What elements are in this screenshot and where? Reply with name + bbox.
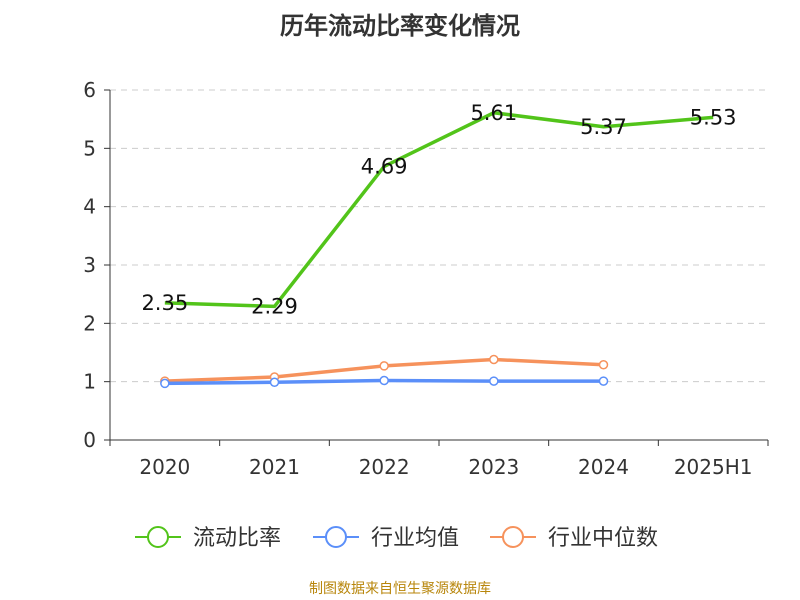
x-tick-label: 2023 bbox=[468, 455, 519, 479]
data-point bbox=[269, 377, 280, 387]
data-label: 4.69 bbox=[361, 154, 408, 178]
y-tick-label: 3 bbox=[83, 253, 96, 277]
legend-marker bbox=[325, 526, 347, 548]
x-tick-label: 2025H1 bbox=[674, 455, 753, 479]
data-label: 5.61 bbox=[470, 101, 517, 125]
data-point bbox=[489, 354, 499, 365]
x-tick-label: 2021 bbox=[249, 455, 300, 479]
series-line-0 bbox=[164, 111, 714, 309]
y-tick-label: 0 bbox=[83, 428, 96, 452]
y-tick-label: 6 bbox=[83, 78, 96, 102]
data-point bbox=[598, 376, 609, 386]
data-label: 5.53 bbox=[690, 105, 737, 129]
chart-title: 历年流动比率变化情况 bbox=[280, 12, 520, 40]
y-tick-label: 4 bbox=[83, 195, 96, 219]
data-point bbox=[379, 361, 389, 371]
y-tick-label: 5 bbox=[83, 136, 96, 160]
x-tick-label: 2024 bbox=[578, 455, 629, 479]
y-tick-label: 1 bbox=[83, 370, 96, 394]
legend-label: 行业均值 bbox=[371, 526, 459, 551]
legend-marker bbox=[502, 526, 524, 548]
data-point bbox=[379, 375, 389, 386]
data-point bbox=[489, 376, 499, 386]
data-label: 5.37 bbox=[580, 115, 627, 139]
data-label: 2.29 bbox=[251, 294, 298, 318]
x-tick-label: 2020 bbox=[139, 455, 190, 479]
data-label: 2.35 bbox=[141, 291, 188, 315]
source-note: 制图数据来自恒生聚源数据库 bbox=[309, 581, 491, 597]
x-tick-label: 2022 bbox=[359, 455, 410, 479]
y-tick-label: 2 bbox=[83, 311, 96, 335]
data-point bbox=[160, 378, 170, 389]
data-point bbox=[598, 360, 609, 370]
legend-label: 行业中位数 bbox=[548, 526, 658, 551]
legend-marker bbox=[147, 526, 169, 548]
legend-label: 流动比率 bbox=[193, 526, 281, 551]
